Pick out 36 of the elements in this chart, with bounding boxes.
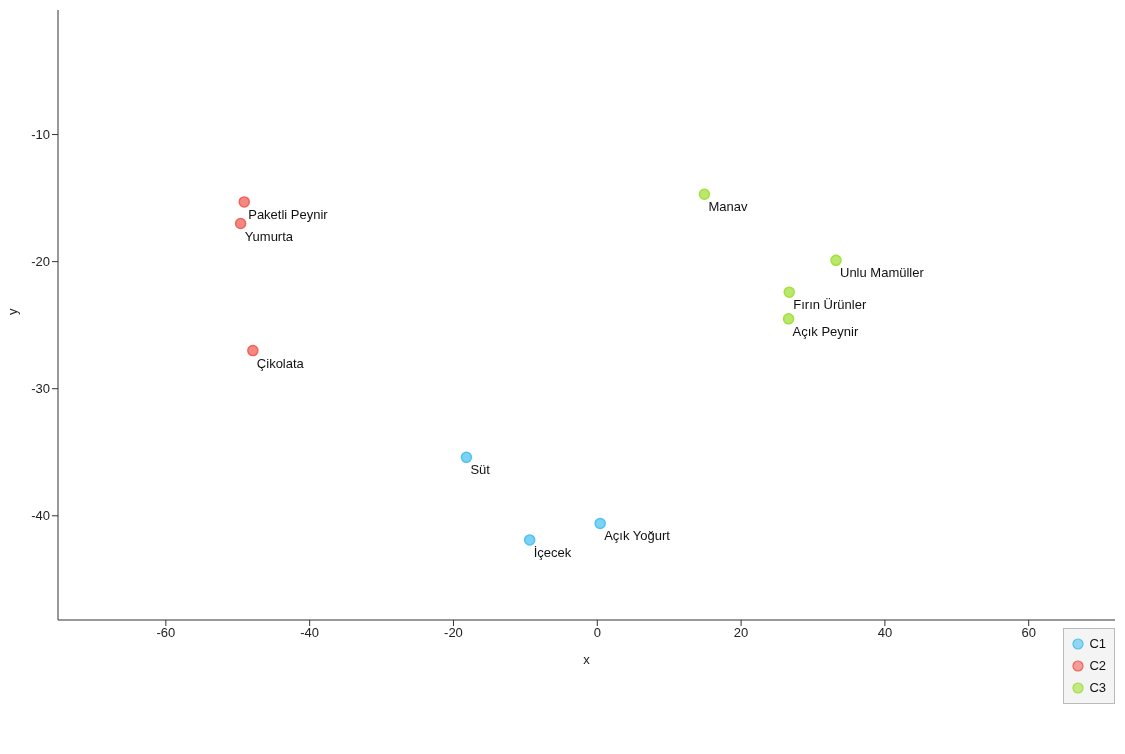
x-tick-label: 0	[593, 625, 601, 641]
x-tick-label: 60	[1021, 625, 1036, 641]
y-tick-label: -40	[31, 508, 50, 524]
point	[830, 254, 842, 267]
annotation: Çikolata	[256, 355, 305, 371]
point	[698, 188, 711, 201]
point	[247, 344, 259, 357]
annotation: Yumurta	[244, 228, 294, 244]
annotation: Fırın Ürünler	[793, 297, 867, 313]
y-tick-label: -10	[31, 127, 50, 143]
legend-label: C2	[1088, 657, 1106, 675]
x-tick-label: -60	[156, 625, 176, 641]
point	[783, 286, 796, 298]
point	[460, 451, 473, 464]
y-tick-label: -30	[31, 381, 50, 397]
x-tick-label: -20	[444, 625, 463, 641]
point	[594, 517, 606, 530]
annotation: Süt	[470, 462, 491, 478]
point	[238, 196, 250, 208]
point	[234, 217, 247, 230]
legend-label: C1	[1088, 635, 1106, 653]
legend-label: C3	[1088, 679, 1106, 697]
x-axis-title: x	[583, 652, 591, 667]
point	[782, 313, 795, 325]
y-tick-label: -20	[31, 254, 50, 270]
annotation: Manav	[708, 199, 748, 215]
y-axis-title: y	[4, 308, 20, 315]
x-tick-label: -40	[300, 625, 320, 641]
annotation: Paketli Peynir	[248, 206, 329, 222]
x-tick-label: 20	[733, 625, 749, 641]
point	[523, 534, 536, 546]
annotation: Unlu Mamüller	[840, 265, 925, 281]
annotation: İçecek	[533, 544, 572, 560]
x-tick-label: 40	[877, 625, 893, 641]
annotation: Açık Peynir	[792, 323, 859, 339]
annotation: Açık Yoğurt	[604, 528, 671, 544]
